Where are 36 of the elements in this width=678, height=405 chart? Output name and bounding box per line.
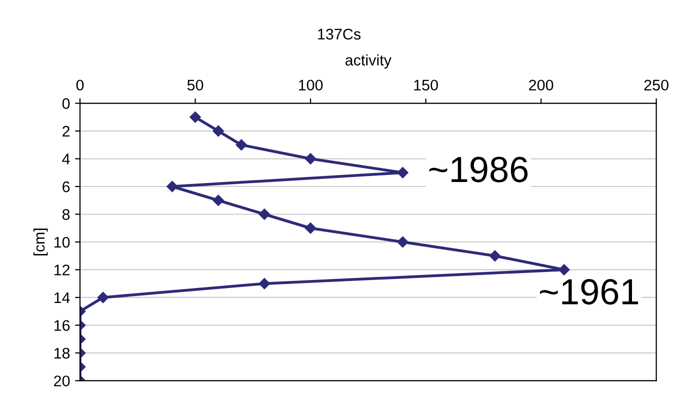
y-tick-label: 6 <box>62 181 70 192</box>
x-tick-label: 50 <box>187 80 204 91</box>
point <box>489 250 501 262</box>
y-tick-label: 18 <box>54 348 70 359</box>
point <box>558 264 570 276</box>
x-tick-label: 150 <box>414 80 438 91</box>
chart-title: 137Cs <box>318 28 361 40</box>
x-tick-label: 250 <box>644 80 668 91</box>
x-axis-title: activity <box>345 54 392 69</box>
point <box>236 139 247 150</box>
point <box>166 180 178 192</box>
point <box>212 125 224 137</box>
point <box>397 167 408 178</box>
y-tick-label: 0 <box>62 98 70 109</box>
point <box>190 112 201 123</box>
annotation: ~1961 <box>540 279 638 305</box>
y-tick-label: 8 <box>62 209 70 220</box>
y-tick-label: 20 <box>54 376 70 386</box>
x-tick-label: 100 <box>298 80 323 91</box>
point <box>304 222 316 234</box>
point <box>258 208 270 220</box>
x-tick-label: 200 <box>529 80 554 91</box>
point <box>397 236 408 248</box>
y-tick-label: 12 <box>54 264 70 276</box>
y-axis-title: [cm] <box>33 228 48 256</box>
point <box>212 194 224 206</box>
y-tick-label: 2 <box>62 126 70 137</box>
point <box>97 292 109 304</box>
y-tick-label: 4 <box>62 154 70 164</box>
x-tick-label: 0 <box>76 80 84 91</box>
point <box>304 153 316 164</box>
annotation: ~1986 <box>429 156 528 182</box>
y-tick-label: 16 <box>54 320 70 331</box>
y-tick-label: 10 <box>54 236 70 248</box>
point <box>258 278 270 290</box>
y-tick-label: 14 <box>54 292 70 304</box>
